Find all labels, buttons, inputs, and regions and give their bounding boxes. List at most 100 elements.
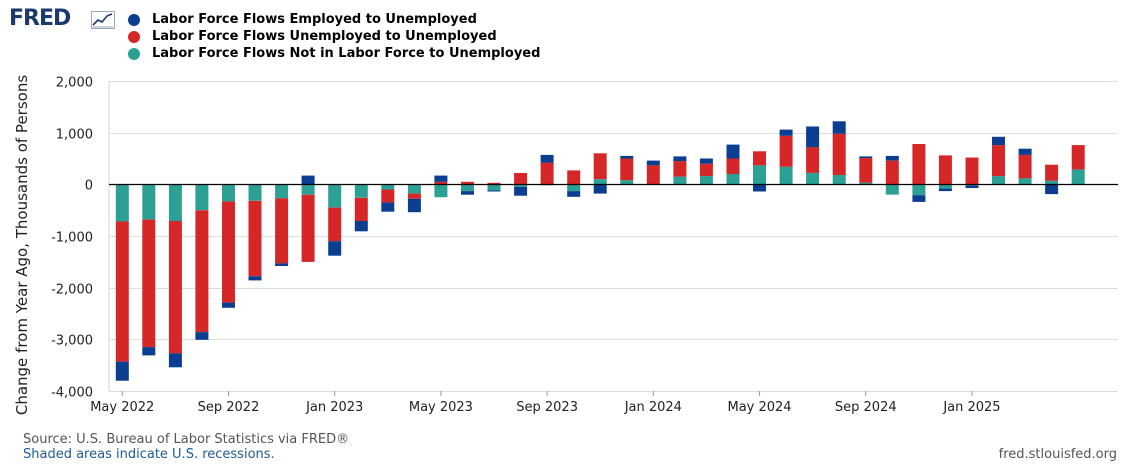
bar-segment-nilf-to-unemployed [487,184,501,191]
site-url[interactable]: fred.stlouisfed.org [998,447,1117,462]
bar-segment-nilf-to-unemployed [726,174,740,185]
bar-segment-unemployed-to-unemployed [673,161,687,177]
bar-segment-employed-to-unemployed [248,276,262,281]
legend-label: Labor Force Flows Not in Labor Force to … [152,46,541,61]
y-tick-label: -2,000 [51,283,93,298]
bar-segment-unemployed-to-unemployed [168,221,182,354]
legend-swatch [128,30,140,43]
bar-segment-nilf-to-unemployed [195,184,209,211]
legend-item-unemployed-to-unemployed[interactable]: Labor Force Flows Unemployed to Unemploy… [128,28,540,45]
bar-segment-nilf-to-unemployed [248,184,262,201]
bar-segment-employed-to-unemployed [673,156,687,162]
bar-segment-unemployed-to-unemployed [992,145,1005,177]
bar-segment-employed-to-unemployed [912,195,926,202]
y-tick-label: -1,000 [51,231,93,246]
bar-segment-unemployed-to-unemployed [434,181,448,185]
bar-segment-employed-to-unemployed [1045,184,1059,195]
bar-segment-nilf-to-unemployed [142,184,156,220]
bar-segment-employed-to-unemployed [514,186,528,196]
bar-segment-nilf-to-unemployed [673,176,687,185]
bar-segment-unemployed-to-unemployed [1018,154,1032,179]
bar-segment-nilf-to-unemployed [992,176,1005,185]
y-axis-label: Change from Year Ago, Thousands of Perso… [13,75,31,415]
bar-segment-employed-to-unemployed [753,184,766,192]
bar-segment-nilf-to-unemployed [115,184,129,222]
bar-segment-unemployed-to-unemployed [938,155,952,185]
y-tick-label: 1,000 [56,128,93,143]
bar-segment-unemployed-to-unemployed [1045,164,1059,181]
bar-segment-unemployed-to-unemployed [142,219,156,348]
bar-segment-unemployed-to-unemployed [275,198,289,264]
y-tick-label: 2,000 [56,76,93,91]
bar-segment-employed-to-unemployed [646,160,660,166]
bar-segment-employed-to-unemployed [487,190,501,192]
bar-segment-employed-to-unemployed [726,144,740,159]
bar-segment-nilf-to-unemployed [1071,169,1085,185]
bar-segment-unemployed-to-unemployed [753,151,766,166]
bar-segment-employed-to-unemployed [275,263,289,266]
bar-segment-unemployed-to-unemployed [885,160,899,185]
y-tick-label: -3,000 [51,334,93,349]
bar-segment-employed-to-unemployed [567,191,581,197]
bar-segment-unemployed-to-unemployed [646,165,660,185]
bar-segment-employed-to-unemployed [832,121,846,134]
fred-logo[interactable]: FRED [9,6,71,31]
x-tick-label: Sep 2022 [198,400,260,415]
legend-label: Labor Force Flows Employed to Unemployed [152,12,477,27]
bar-segment-unemployed-to-unemployed [779,135,793,167]
bar-segment-nilf-to-unemployed [434,184,448,198]
bars [115,121,1085,381]
bar-segment-employed-to-unemployed [222,302,235,308]
y-tick-label: 0 [85,179,93,194]
bar-segment-employed-to-unemployed [938,188,952,192]
bar-segment-nilf-to-unemployed [328,184,342,208]
bar-segment-employed-to-unemployed [859,156,873,158]
x-tick-label: Sep 2024 [835,400,897,415]
x-tick-label: May 2024 [727,400,791,415]
x-tick-label: Sep 2023 [516,400,578,415]
x-tick-label: Jan 2023 [305,400,363,415]
legend-item-employed-to-unemployed[interactable]: Labor Force Flows Employed to Unemployed [128,11,540,28]
bar-segment-nilf-to-unemployed [275,184,289,199]
bar-segment-unemployed-to-unemployed [514,173,528,185]
bar-segment-employed-to-unemployed [779,129,793,136]
bar-segment-unemployed-to-unemployed [195,210,209,333]
bar-segment-employed-to-unemployed [142,347,156,356]
bar-segment-unemployed-to-unemployed [965,157,979,185]
legend-label: Labor Force Flows Unemployed to Unemploy… [152,29,497,44]
bar-segment-nilf-to-unemployed [1018,178,1032,185]
bar-segment-nilf-to-unemployed [938,184,952,189]
bar-segment-nilf-to-unemployed [567,184,581,191]
bar-segment-employed-to-unemployed [885,155,899,161]
bar-segment-employed-to-unemployed [434,175,448,182]
bar-segment-unemployed-to-unemployed [1071,145,1085,170]
bar-segment-employed-to-unemployed [965,185,979,188]
bar-segment-unemployed-to-unemployed [540,162,554,185]
bar-segment-employed-to-unemployed [593,184,607,194]
bar-segment-nilf-to-unemployed [832,175,846,185]
legend-item-nilf-to-unemployed[interactable]: Labor Force Flows Not in Labor Force to … [128,45,540,62]
bar-segment-employed-to-unemployed [381,202,395,212]
source-note: Source: U.S. Bureau of Labor Statistics … [23,432,350,447]
bar-segment-employed-to-unemployed [115,361,129,381]
bar-segment-nilf-to-unemployed [461,184,474,191]
bar-segment-nilf-to-unemployed [912,184,926,196]
bar-segment-unemployed-to-unemployed [832,133,846,175]
bar-segment-nilf-to-unemployed [407,184,421,194]
bar-segment-unemployed-to-unemployed [567,170,581,185]
bar-segment-unemployed-to-unemployed [699,163,713,177]
bar-segment-unemployed-to-unemployed [593,153,607,180]
bar-segment-employed-to-unemployed [407,198,421,213]
bar-segment-unemployed-to-unemployed [381,189,395,203]
bar-segment-unemployed-to-unemployed [248,200,262,277]
bar-segment-employed-to-unemployed [540,154,554,163]
x-tick-label: May 2023 [409,400,473,415]
bar-segment-unemployed-to-unemployed [328,207,342,242]
bar-segment-employed-to-unemployed [461,191,474,195]
bar-segment-unemployed-to-unemployed [461,181,474,185]
x-tick-label: Jan 2024 [624,400,682,415]
bar-segment-nilf-to-unemployed [593,179,607,185]
bar-segment-nilf-to-unemployed [620,180,634,185]
bar-segment-unemployed-to-unemployed [912,144,926,185]
